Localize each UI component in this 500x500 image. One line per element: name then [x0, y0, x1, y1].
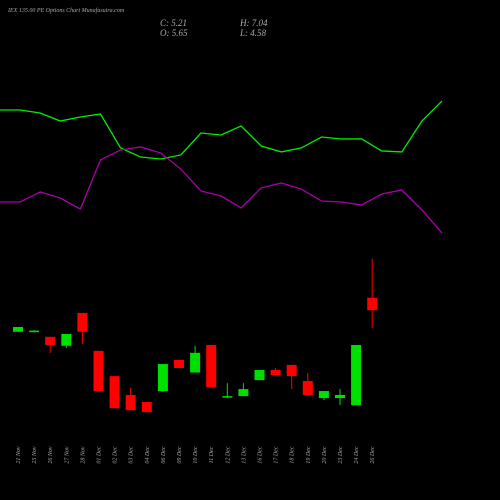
candle-body [351, 344, 362, 406]
x-tick-label: 27 Nov [64, 446, 70, 464]
indicator-line [0, 100, 443, 160]
x-tick-label: 09 Dec [177, 446, 183, 463]
x-tick-label: 10 Dec [193, 446, 199, 463]
x-tick-label: 28 Nov [80, 446, 86, 464]
candle-body [302, 380, 313, 395]
candle-body [125, 394, 136, 411]
x-tick-label: 21 Nov [16, 446, 22, 464]
x-tick-label: 02 Dec [113, 446, 119, 463]
close-label: C: 5.21 [160, 18, 187, 28]
x-tick-label: 25 Nov [32, 446, 38, 464]
candle-body [13, 326, 23, 332]
open-label: O: 5.65 [160, 28, 188, 38]
x-tick-label: 20 Dec [322, 446, 328, 463]
candle-body [77, 312, 88, 332]
x-tick-label: 17 Dec [274, 446, 280, 463]
candle-body [93, 350, 104, 392]
candle-body [206, 344, 217, 388]
x-tick-label: 03 Dec [129, 446, 135, 463]
candle-body [286, 364, 297, 377]
low-label: L: 4.58 [239, 28, 267, 38]
x-tick-label: 19 Dec [306, 446, 312, 463]
x-tick-label: 16 Dec [258, 446, 264, 463]
x-tick-label: 13 Dec [241, 446, 247, 463]
candle-body [254, 369, 265, 381]
x-tick-label: 23 Dec [338, 446, 344, 463]
x-tick-label: 12 Dec [225, 446, 231, 463]
candle-body [318, 391, 329, 399]
high-label: H: 7.04 [239, 18, 268, 28]
indicator-line [0, 146, 443, 234]
candle-body [29, 330, 40, 333]
x-tick-label: 26 Dec [370, 446, 376, 463]
x-tick-label: 04 Dec [144, 446, 151, 463]
candle-body [270, 369, 281, 376]
x-tick-label: 24 Dec [353, 446, 360, 463]
x-tick-label: 18 Dec [290, 446, 296, 463]
candle-body [141, 402, 152, 413]
candle-body [109, 376, 120, 409]
x-tick-label: 11 Dec [209, 446, 215, 463]
x-tick-label: 26 Nov [48, 446, 54, 464]
x-tick-label: 06 Dec [161, 446, 167, 463]
chart-title: IEX 135.00 PE Options Chart Munafasutra.… [7, 7, 125, 14]
candle-body [238, 389, 249, 397]
candle-body [222, 396, 233, 398]
candle-body [367, 297, 378, 311]
candle-body [190, 352, 201, 373]
candle-body [45, 336, 56, 345]
candle-body [335, 394, 345, 399]
candle-body [61, 334, 72, 346]
x-tick-label: 01 Dec [97, 446, 103, 463]
candle-body [174, 359, 184, 369]
candle-body [157, 364, 168, 392]
